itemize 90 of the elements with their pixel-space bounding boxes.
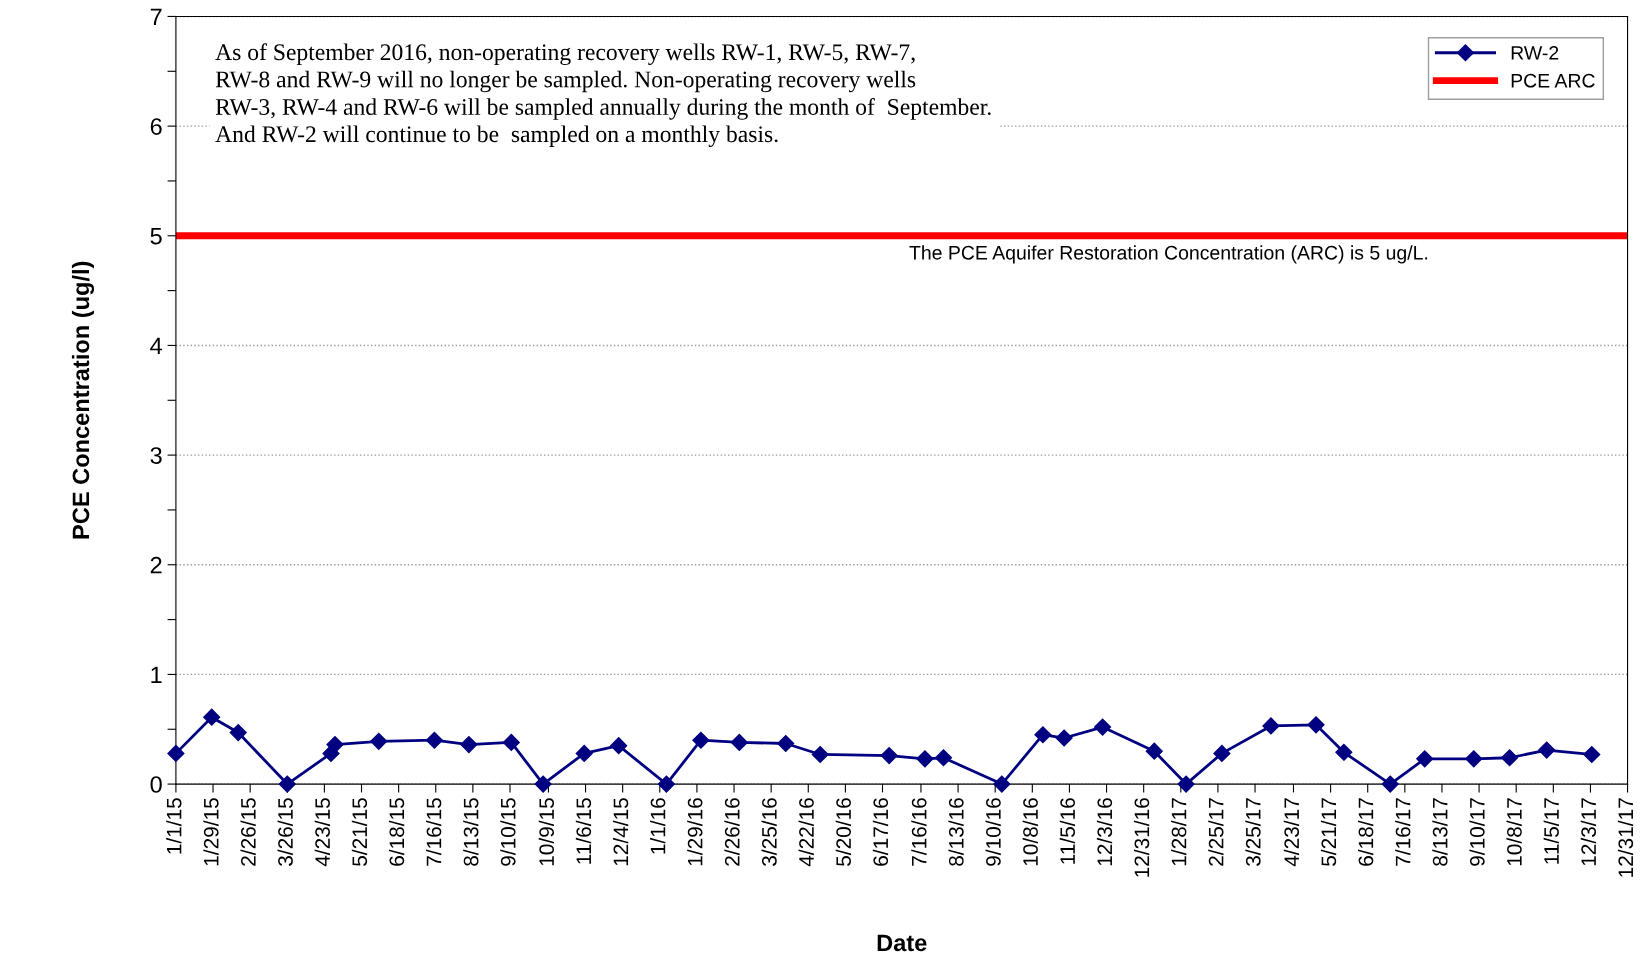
x-tick-label: 5/21/17 bbox=[1320, 798, 1337, 866]
point bbox=[1262, 717, 1280, 735]
x-tick-label: 4/23/17 bbox=[1283, 798, 1300, 867]
point bbox=[203, 708, 221, 726]
point bbox=[1055, 729, 1073, 747]
y-tick-label: 0 bbox=[150, 776, 162, 793]
x-tick-label: 4/23/15 bbox=[314, 798, 330, 867]
x-tick-label: 6/18/17 bbox=[1358, 798, 1374, 866]
point bbox=[993, 775, 1011, 793]
point bbox=[1501, 749, 1519, 767]
x-tick-label: 1/29/15 bbox=[203, 798, 219, 866]
point bbox=[460, 736, 478, 754]
point bbox=[370, 732, 388, 750]
point bbox=[229, 723, 247, 742]
annotation: As of September 2016, non-operating recovery wells RW-1, RW-5, RW-7, RW-8 and RW-9 will no longer be sampled. Non-operating recovery wells RW-3, RW-4 and RW-6 will be sampled annually during the month of September. And RW-2 will continue to be sampled on a monthly basis. bbox=[215, 43, 991, 147]
x-tick-label: 11/5/16 bbox=[1059, 798, 1076, 864]
point bbox=[1381, 775, 1399, 793]
x-tick-label: 7/16/17 bbox=[1395, 798, 1411, 866]
y-axis-title: PCE Concentration (ug/l) bbox=[71, 261, 95, 539]
x-tick-label: 3/26/15 bbox=[277, 798, 293, 866]
y-tick-label: 1 bbox=[151, 666, 162, 683]
y-tick-label: 3 bbox=[150, 447, 162, 464]
point bbox=[534, 775, 552, 793]
y-tick-label: 2 bbox=[150, 556, 162, 574]
point bbox=[1034, 726, 1052, 744]
x-tick-label: 9/10/15 bbox=[500, 798, 516, 866]
point bbox=[575, 744, 593, 762]
point bbox=[777, 734, 795, 753]
point bbox=[1538, 741, 1556, 759]
point bbox=[167, 744, 185, 762]
point bbox=[1177, 775, 1195, 793]
point bbox=[692, 731, 710, 749]
x-tick-label: 3/25/16 bbox=[761, 798, 777, 866]
y-tick-label: 7 bbox=[150, 8, 162, 26]
x-tick-label: 12/3/16 bbox=[1096, 798, 1113, 866]
x-tick-label: 1/1/16 bbox=[650, 798, 666, 854]
x-tick-label: 9/10/17 bbox=[1469, 798, 1485, 866]
point bbox=[278, 775, 296, 793]
x-tick-label: 6/18/15 bbox=[388, 798, 405, 866]
legend-label: RW-2 bbox=[1511, 45, 1559, 60]
x-tick-label: 7/16/16 bbox=[911, 798, 927, 866]
x-tick-label: 5/20/16 bbox=[835, 798, 851, 866]
x-tick-label: 12/31/16 bbox=[1133, 798, 1150, 877]
point bbox=[934, 749, 953, 767]
point bbox=[1465, 750, 1483, 768]
x-tick-label: 11/5/17 bbox=[1543, 798, 1559, 864]
y-tick-label: 4 bbox=[150, 337, 163, 354]
point bbox=[916, 750, 934, 768]
x-tick-label: 1/1/15 bbox=[166, 798, 182, 854]
x-tick-label: 2/26/15 bbox=[240, 798, 256, 866]
x-tick-label: 10/8/17 bbox=[1506, 798, 1522, 866]
point bbox=[502, 733, 520, 751]
x-tick-label: 10/9/15 bbox=[538, 798, 555, 866]
x-tick-label: 4/22/16 bbox=[798, 798, 814, 867]
x-tick-label: 2/25/17 bbox=[1208, 798, 1224, 866]
x-tick-label: 5/21/15 bbox=[351, 798, 368, 866]
point bbox=[1094, 718, 1112, 736]
x-tick-label: 12/3/17 bbox=[1580, 798, 1597, 866]
point bbox=[1307, 716, 1325, 734]
x-tick-label: 8/13/15 bbox=[463, 798, 479, 866]
x-tick-label: 8/13/17 bbox=[1432, 798, 1448, 866]
x-tick-label: 2/26/16 bbox=[724, 798, 740, 866]
annotation: The PCE Aquifer Restoration Concentration (ARC) is 5 ug/L. bbox=[909, 245, 1428, 264]
y-tick-label: 6 bbox=[150, 118, 162, 135]
point bbox=[657, 775, 675, 793]
point bbox=[326, 736, 344, 754]
x-tick-label: 8/13/16 bbox=[948, 798, 964, 866]
point bbox=[1416, 750, 1434, 768]
x-tick-label: 10/8/16 bbox=[1022, 798, 1038, 866]
y-tick-label: 5 bbox=[150, 228, 162, 245]
x-tick-label: 6/17/16 bbox=[872, 798, 889, 866]
point bbox=[425, 731, 443, 749]
point bbox=[880, 747, 898, 765]
point bbox=[1145, 742, 1163, 760]
x-tick-label: 1/28/17 bbox=[1171, 798, 1187, 866]
point bbox=[1335, 743, 1353, 761]
point bbox=[811, 745, 829, 764]
point bbox=[1583, 745, 1601, 764]
legend-label: PCE ARC bbox=[1511, 73, 1595, 88]
point bbox=[1213, 744, 1231, 762]
point bbox=[610, 737, 628, 755]
x-tick-label: 7/16/15 bbox=[426, 798, 442, 866]
x-tick-label: 9/10/16 bbox=[985, 798, 1001, 866]
x-axis-title: Date bbox=[877, 934, 927, 952]
x-tick-label: 12/4/15 bbox=[612, 798, 629, 866]
x-tick-label: 1/29/16 bbox=[687, 798, 703, 866]
x-tick-label: 11/6/15 bbox=[575, 798, 592, 864]
x-tick-label: 12/31/17 bbox=[1617, 798, 1634, 877]
x-tick-label: 3/25/17 bbox=[1245, 798, 1261, 866]
point bbox=[730, 733, 748, 751]
